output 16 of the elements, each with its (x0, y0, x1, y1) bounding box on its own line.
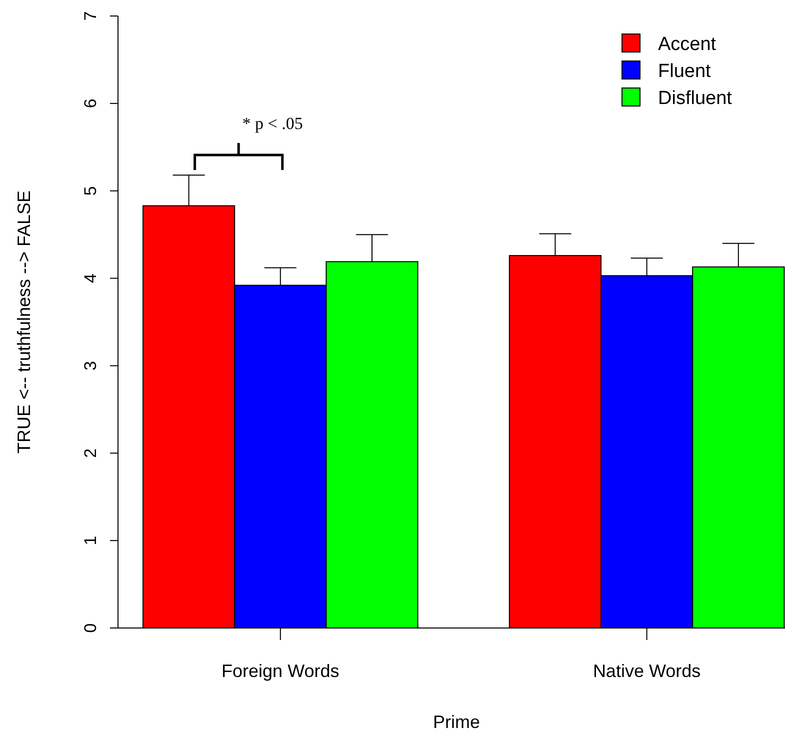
y-tick-label: 0 (81, 623, 100, 633)
y-tick-label: 3 (81, 360, 100, 370)
y-tick-label: 6 (81, 98, 100, 108)
annotation: * p < .05 (242, 114, 303, 133)
legend-label: Disfluent (658, 88, 733, 109)
y-tick-label: 2 (81, 448, 100, 458)
y-tick-label: 5 (81, 186, 100, 196)
y-tick-label: 7 (81, 11, 100, 21)
y-tick-label: 4 (81, 274, 100, 284)
legend-label: Accent (658, 34, 717, 55)
y-axis-title: TRUE <-- truthfulness --> FALSE (14, 190, 34, 454)
y-tick-label: 1 (81, 536, 100, 546)
x-tick-label: Native Words (592, 661, 701, 681)
x-tick-label: Foreign Words (222, 661, 340, 681)
x-axis-title: Prime (432, 712, 480, 732)
legend-label: Fluent (658, 61, 712, 82)
